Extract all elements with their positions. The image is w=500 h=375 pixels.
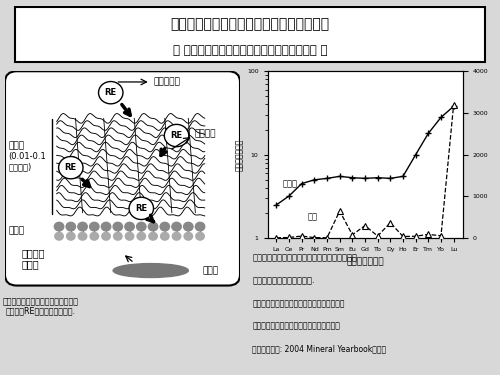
FancyBboxPatch shape — [5, 71, 240, 285]
Y-axis label: 濃縮率（万倍）: 濃縮率（万倍） — [235, 138, 244, 171]
Circle shape — [54, 222, 64, 231]
Circle shape — [66, 232, 75, 240]
Circle shape — [196, 222, 205, 231]
Circle shape — [98, 81, 123, 104]
Circle shape — [66, 222, 76, 231]
Text: 細胞壁: 細胞壁 — [8, 142, 24, 151]
Text: ミクロン): ミクロン) — [8, 162, 32, 171]
Circle shape — [149, 232, 158, 240]
Circle shape — [160, 222, 170, 231]
Circle shape — [148, 222, 158, 231]
Text: （濃縮率：希薄な水溶液中のレアアースの濃: （濃縮率：希薄な水溶液中のレアアースの濃 — [252, 300, 345, 309]
Text: アース（RE）の濃縮の模式図.: アース（RE）の濃縮の模式図. — [5, 306, 75, 315]
Text: リン酸基: リン酸基 — [194, 129, 216, 138]
Text: 細胞膜: 細胞膜 — [8, 226, 24, 236]
Text: を拡大: を拡大 — [22, 259, 39, 269]
Text: 細胞表面: 細胞表面 — [22, 248, 45, 258]
Circle shape — [136, 222, 146, 231]
Text: レアアース: レアアース — [153, 78, 180, 87]
Circle shape — [78, 232, 87, 240]
Circle shape — [184, 222, 193, 231]
Circle shape — [164, 124, 189, 147]
Circle shape — [55, 232, 64, 240]
Circle shape — [78, 222, 88, 231]
Circle shape — [172, 222, 181, 231]
Circle shape — [58, 156, 83, 179]
Circle shape — [114, 232, 122, 240]
Text: 微生物: 微生物 — [202, 266, 218, 275]
Text: 濃縮率: 濃縮率 — [282, 179, 298, 188]
Text: RE: RE — [104, 88, 117, 97]
Text: RE: RE — [64, 163, 77, 172]
Text: 図１．バクテリア細胞表面へのレア: 図１．バクテリア細胞表面へのレア — [2, 297, 78, 306]
Circle shape — [129, 197, 154, 219]
Text: RE: RE — [170, 131, 182, 140]
Text: 図２．水溶液からバクテリアへのレアアースの: 図２．水溶液からバクテリアへのレアアースの — [252, 254, 358, 262]
Circle shape — [102, 232, 110, 240]
Circle shape — [184, 232, 192, 240]
Circle shape — [126, 232, 134, 240]
Text: 微生物がレアアースを濃縮する現象を発見: 微生物がレアアースを濃縮する現象を発見 — [170, 17, 330, 31]
Circle shape — [137, 232, 145, 240]
Circle shape — [90, 232, 98, 240]
Text: RE: RE — [135, 204, 147, 213]
FancyBboxPatch shape — [15, 8, 485, 62]
Text: 濃縮率とレアアースの価格.: 濃縮率とレアアースの価格. — [252, 276, 315, 285]
Text: (0.01-0.1: (0.01-0.1 — [8, 153, 46, 162]
Circle shape — [160, 232, 169, 240]
Circle shape — [196, 232, 204, 240]
Text: 度に対するバクテリア中のレアアースの濃: 度に対するバクテリア中のレアアースの濃 — [252, 322, 340, 331]
Circle shape — [113, 222, 122, 231]
Text: － 特に希少で価格の高いレアアースを高濃縮 －: － 特に希少で価格の高いレアアースを高濃縮 － — [173, 45, 327, 57]
Circle shape — [90, 222, 99, 231]
X-axis label: レアアース元素: レアアース元素 — [346, 258, 384, 267]
Circle shape — [102, 222, 111, 231]
Circle shape — [172, 232, 181, 240]
Text: 価格: 価格 — [308, 212, 318, 221]
Text: 度の比；価格: 2004 Mineral Yearbookより）: 度の比；価格: 2004 Mineral Yearbookより） — [252, 344, 386, 353]
Ellipse shape — [113, 264, 188, 278]
Circle shape — [125, 222, 134, 231]
